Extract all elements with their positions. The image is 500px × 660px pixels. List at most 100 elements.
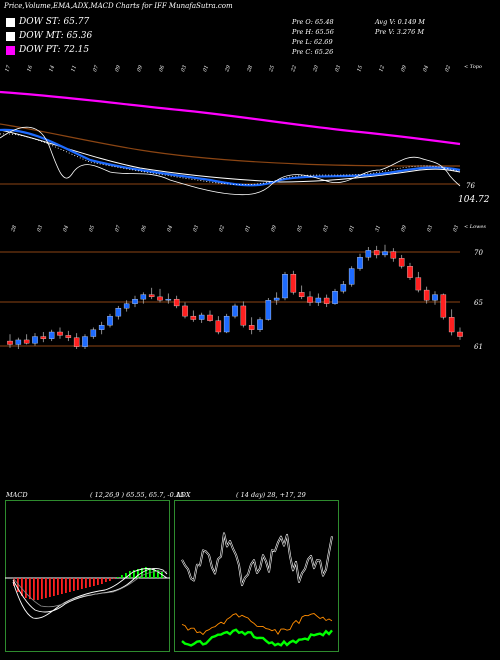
adx-line-inner xyxy=(181,533,333,586)
ema-date-label: 14 xyxy=(48,65,56,73)
price-date-label: 04 xyxy=(62,225,70,233)
ema-axis-label-last: 104.72 xyxy=(458,195,490,205)
legend-swatch-pt xyxy=(6,45,15,55)
stat-avg-volume: Avg V: 0.149 M xyxy=(375,18,425,26)
ema-date-label: 07 xyxy=(92,64,100,73)
candle-down xyxy=(190,315,197,320)
macd-histogram-bar xyxy=(133,570,135,578)
ema-panel: < Topo 17 16 14 11 07 09 09 06 03 01 29 28 25 22 20 03 1… xyxy=(0,64,490,205)
candle-up xyxy=(198,314,205,320)
ema-date-label: 15 xyxy=(356,65,364,73)
candle-down xyxy=(440,294,447,318)
adx-panel xyxy=(174,500,339,652)
ema-mid-line xyxy=(0,123,461,167)
macd-histogram-bar xyxy=(33,578,35,600)
candle-up xyxy=(140,294,147,300)
macd-histogram-bar xyxy=(137,569,139,578)
candle-up xyxy=(382,251,388,256)
price-date-label: 04 xyxy=(166,225,174,233)
legend-dow-mt: DOW MT: 65.36 xyxy=(6,31,92,41)
ema-date-label: 17 xyxy=(4,64,12,73)
price-date-label: 01 xyxy=(244,225,252,233)
candle-up xyxy=(365,250,372,258)
price-axis-label-70: 70 xyxy=(474,249,483,257)
macd-histogram-bar xyxy=(53,578,55,596)
ema-slow-line xyxy=(0,129,461,183)
candle-down xyxy=(307,296,313,303)
price-date-label: 06 xyxy=(140,224,148,233)
legend-label-st: DOW ST: 65.77 xyxy=(19,17,90,27)
macd-histogram-bar xyxy=(17,578,19,592)
price-date-label: 05 xyxy=(296,225,304,233)
candle-down xyxy=(7,340,13,345)
legend-label-pt: DOW PT: 72.15 xyxy=(19,45,90,55)
macd-histogram-bar xyxy=(93,578,95,586)
macd-histogram-bar xyxy=(105,578,107,582)
candle-up xyxy=(98,325,105,330)
macd-histogram-bar xyxy=(73,578,75,591)
ema-date-label: 09 xyxy=(114,64,122,73)
legend-swatch-st xyxy=(6,17,15,27)
candle-up xyxy=(15,339,22,345)
ema-date-label: 16 xyxy=(26,64,34,73)
macd-histogram-bar xyxy=(145,567,147,578)
macd-histogram-bar xyxy=(81,578,83,589)
ema-date-label: 12 xyxy=(378,65,386,73)
stat-prev-volume: Pre V: 3.276 M xyxy=(375,28,425,36)
candle-down xyxy=(390,251,397,259)
candle-up xyxy=(32,336,38,344)
candle-down xyxy=(23,339,30,344)
ema-date-label: 03 xyxy=(334,65,342,73)
candle-up xyxy=(265,300,272,320)
ema-date-label: 01 xyxy=(202,65,210,73)
adx-minus-di-line xyxy=(181,613,333,636)
candle-up xyxy=(340,284,347,292)
macd-histogram-bar xyxy=(77,578,79,590)
candle-up xyxy=(132,298,138,304)
candle-down xyxy=(65,335,72,338)
candle-up xyxy=(257,319,263,330)
price-date-label: 03 xyxy=(192,225,200,233)
candle-down xyxy=(215,320,222,333)
candle-down xyxy=(148,294,155,298)
candle-up xyxy=(123,303,130,309)
price-date-label: 09 xyxy=(270,224,278,233)
macd-histogram-bar xyxy=(153,569,155,578)
macd-histogram-bar xyxy=(57,578,59,595)
candle-up xyxy=(332,291,338,304)
legend-swatch-mt xyxy=(6,31,15,41)
ema-date-label: 04 xyxy=(422,65,430,73)
macd-histogram-bar xyxy=(65,578,67,593)
price-date-label: 02 xyxy=(218,225,226,233)
candle-down xyxy=(182,305,188,317)
candle-up xyxy=(282,274,288,299)
macd-histogram-bar xyxy=(157,570,159,578)
macd-histogram-bar xyxy=(109,578,111,581)
price-date-label: 03 xyxy=(322,225,330,233)
candle-up xyxy=(82,336,88,347)
price-date-label: 01 xyxy=(348,225,356,233)
macd-histogram-bar xyxy=(49,578,51,597)
ema-date-label: 06 xyxy=(158,64,166,73)
macd-histogram-bar xyxy=(89,578,91,587)
candle-up xyxy=(115,308,122,317)
chart-title: Price,Volume,EMA,ADX,MACD Charts for IFF… xyxy=(4,2,233,10)
ema-date-label: 25 xyxy=(268,65,276,74)
macd-histogram-bar xyxy=(41,578,43,599)
price-panel: < Lowes 28 03 04 05 07 06 04 03 02 01 09 05 03 01 31 09… xyxy=(0,224,486,351)
adx-plus-di-line xyxy=(181,628,333,647)
ema-date-label: 28 xyxy=(246,65,254,74)
candle-down xyxy=(323,297,330,304)
legend-dow-pt: DOW PT: 72.15 xyxy=(6,45,89,55)
candle-down xyxy=(298,292,305,298)
macd-panel xyxy=(5,500,170,652)
candle-down xyxy=(207,314,213,321)
ema-date-label: 11 xyxy=(70,65,78,73)
price-axis-label-61: 61 xyxy=(474,343,483,351)
candle-down xyxy=(290,274,297,293)
stat-open: Pre O: 65.48 xyxy=(292,18,334,26)
macd-histogram-bar xyxy=(113,578,115,579)
macd-signal-line-2 xyxy=(12,570,168,608)
candle-down xyxy=(373,250,380,256)
macd-histogram-bar xyxy=(61,578,63,594)
